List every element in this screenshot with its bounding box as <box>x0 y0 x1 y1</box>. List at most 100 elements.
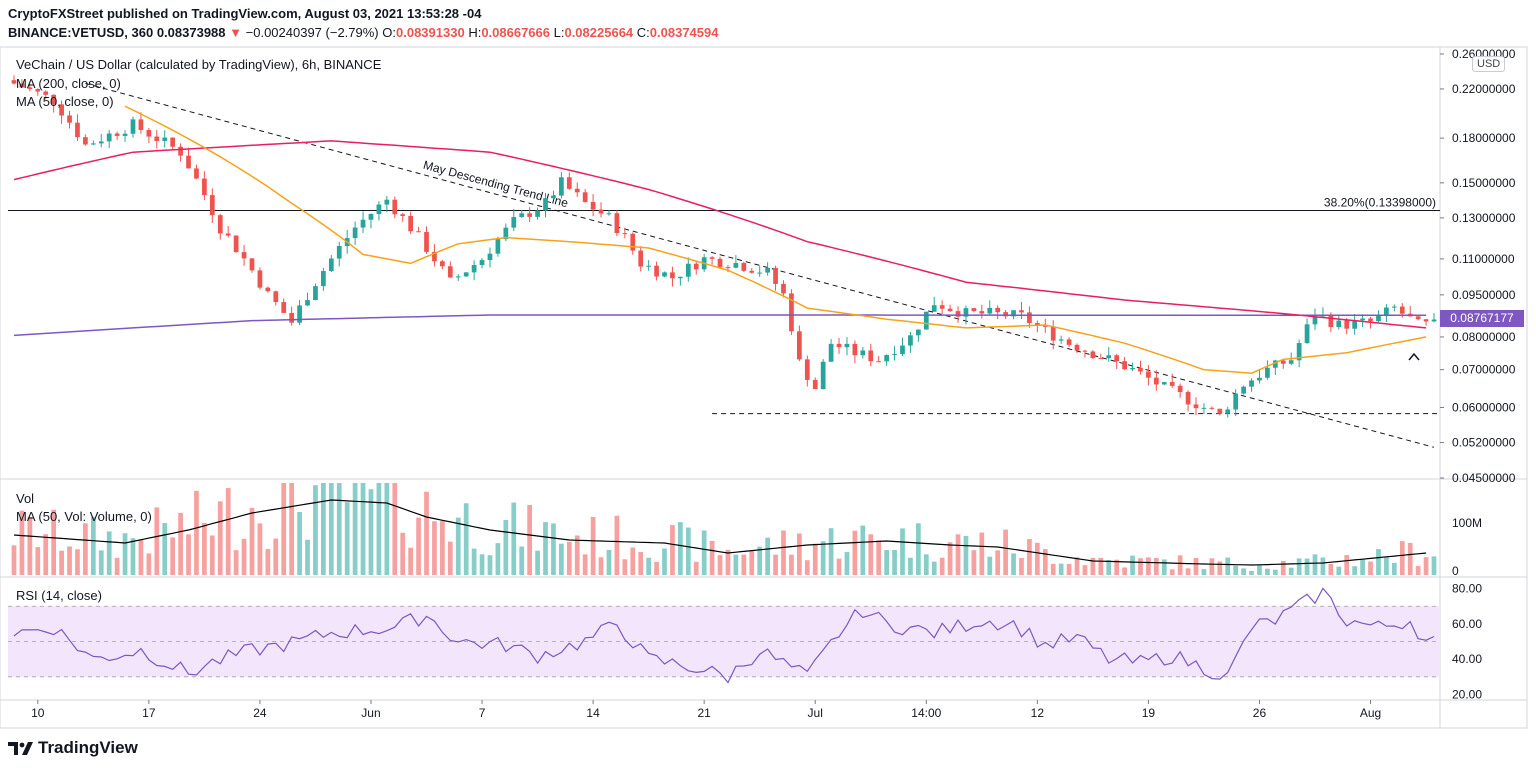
volume-bar <box>83 523 88 575</box>
candle-body <box>1050 326 1056 341</box>
candle <box>1391 304 1397 312</box>
candle-body <box>1399 306 1405 314</box>
candle-body <box>1146 371 1151 378</box>
candle <box>987 300 993 316</box>
candle <box>376 201 382 221</box>
candle-body <box>693 263 699 270</box>
volume-bar <box>630 547 636 575</box>
candle <box>249 257 255 273</box>
volume-bar <box>1098 557 1104 575</box>
candle <box>90 140 96 146</box>
ma50-line <box>124 105 1427 374</box>
candle-body <box>154 136 160 141</box>
candle-body <box>1082 350 1088 352</box>
candle-body <box>1280 360 1286 364</box>
candle-body <box>630 233 636 251</box>
volume-bar <box>138 539 144 575</box>
candle-body <box>352 227 358 239</box>
candle <box>11 75 17 85</box>
candle-body <box>1249 380 1254 387</box>
candle-body <box>551 195 556 199</box>
candle <box>773 265 778 291</box>
volume-bar <box>400 532 406 575</box>
candle <box>678 276 683 286</box>
candle <box>1249 378 1254 392</box>
candle <box>654 261 659 281</box>
candle-body <box>408 215 414 232</box>
candle <box>479 258 485 269</box>
volume-bar <box>804 560 810 575</box>
candle <box>455 274 461 281</box>
candle-body <box>503 227 509 240</box>
candle-body <box>447 266 453 278</box>
candle-body <box>860 350 866 356</box>
volume-bar <box>122 533 128 575</box>
time-tick-label: 21 <box>697 706 711 720</box>
candle-body <box>194 168 199 179</box>
volume-bar <box>551 523 556 575</box>
candle-body <box>812 379 818 390</box>
volume-bar <box>257 523 263 575</box>
candle <box>281 298 287 313</box>
open-label: O: <box>382 25 396 40</box>
candle-body <box>622 233 628 235</box>
tradingview-logo-icon <box>8 742 33 755</box>
volume-bar <box>987 556 993 575</box>
candle <box>670 266 675 287</box>
candle <box>1146 365 1151 386</box>
candle <box>1042 318 1048 333</box>
volume-bar <box>1153 557 1159 575</box>
volume-bar <box>447 541 453 575</box>
candle <box>138 112 144 134</box>
tradingview-logo[interactable]: TradingView <box>8 738 138 758</box>
candle <box>1074 343 1080 354</box>
candle-body <box>559 177 564 196</box>
candle <box>979 304 985 319</box>
volume-bar <box>67 546 72 575</box>
volume-bar <box>1312 554 1318 575</box>
volume-bar <box>796 533 802 575</box>
rsi-line <box>13 587 1435 684</box>
candle-body <box>368 213 374 220</box>
legend-vol[interactable]: Vol <box>16 491 35 506</box>
candle-body <box>209 195 215 216</box>
candle-body <box>360 219 366 228</box>
candle <box>1185 390 1191 412</box>
candle-body <box>638 250 644 267</box>
time-tick-label: 10 <box>31 706 45 720</box>
candle-body <box>1217 408 1223 414</box>
candle <box>305 292 310 307</box>
volume-bar <box>1050 563 1056 575</box>
legend-ma200[interactable]: MA (200, close, 0) <box>16 76 121 91</box>
candle-body <box>1011 310 1016 317</box>
volume-bar <box>963 535 969 575</box>
candle-body <box>162 137 168 141</box>
candle <box>574 182 580 197</box>
currency-button[interactable]: USD <box>1472 56 1506 72</box>
candle-body <box>392 199 398 215</box>
volume-bar <box>844 551 850 575</box>
candle-body <box>646 265 652 267</box>
candle-body <box>1233 393 1239 410</box>
legend-vol-ma[interactable]: MA (50, Vol: Volume, 0) <box>16 509 152 524</box>
volume-bar <box>424 491 429 575</box>
volume-bar <box>1201 569 1207 575</box>
high-label: H: <box>468 25 482 40</box>
price-tick-label: 0.06000000 <box>1452 400 1516 414</box>
candle-body <box>265 287 271 292</box>
volume-tick-label: 0 <box>1452 564 1459 578</box>
volume-bar <box>820 541 826 575</box>
candle-body <box>535 210 540 217</box>
volume-bar <box>662 548 667 575</box>
legend-ma50[interactable]: MA (50, close, 0) <box>16 94 114 109</box>
rsi-tick-label: 20.00 <box>1452 687 1482 701</box>
legend-rsi[interactable]: RSI (14, close) <box>16 588 102 603</box>
volume-bar <box>1058 563 1064 575</box>
volume-bar <box>765 537 770 575</box>
candle-body <box>440 261 445 267</box>
candle <box>83 134 88 146</box>
candle-body <box>1106 355 1112 359</box>
volume-bar <box>352 483 358 575</box>
volume-bar <box>1257 565 1262 575</box>
